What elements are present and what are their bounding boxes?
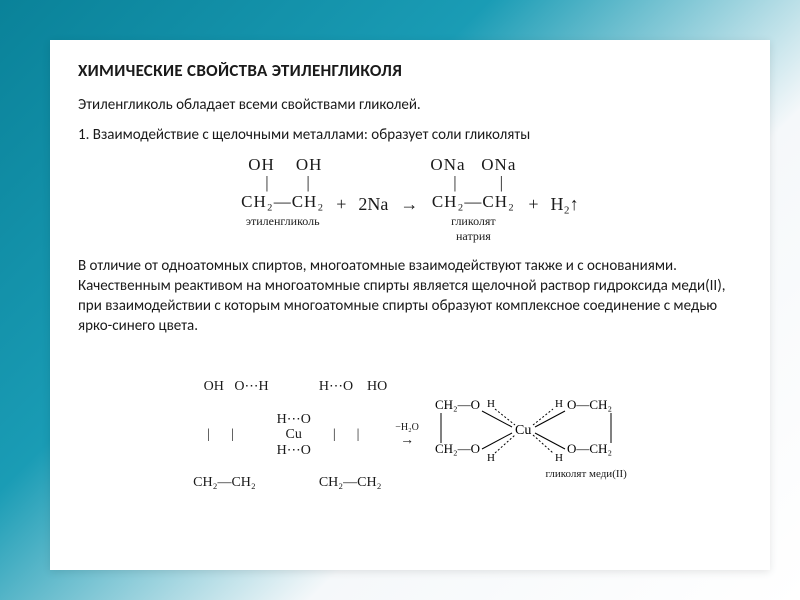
reagent-na: 2Na — [358, 184, 388, 215]
mol-line: ONa ONa — [430, 156, 516, 175]
mol-line: CH₂—CH₂ — [241, 193, 324, 212]
intro-text: Этиленгликоль обладает всеми свойствами … — [78, 95, 742, 115]
svg-text:CH₂—O: CH₂—O — [435, 397, 480, 412]
arrow-icon: → — [400, 184, 418, 215]
svg-text:CH₂—O: CH₂—O — [435, 441, 480, 456]
point-1: 1. Взаимодействие с щелочными металлами:… — [78, 125, 742, 145]
mol-line: | | — [241, 174, 324, 193]
mol-line: H⋯O — [277, 443, 311, 458]
svg-text:O—CH₂: O—CH₂ — [567, 397, 612, 412]
product-glycolate: ONa ONa | | CH₂—CH₂ гликолят натрия — [430, 156, 516, 244]
complex-structure-icon: CH₂—O CH₂—O H H Cu H H O—CH₂ — [427, 391, 627, 466]
svg-text:H: H — [555, 398, 563, 410]
mol-line: | | — [430, 174, 516, 193]
slide-content: ХИМИЧЕСКИЕ СВОЙСТВА ЭТИЛЕНГЛИКОЛЯ Этилен… — [50, 40, 770, 570]
plus-sign: + — [336, 184, 346, 215]
svg-text:O—CH₂: O—CH₂ — [567, 441, 612, 456]
eg-right: H⋯O HO | | CH₂—CH₂ — [319, 347, 387, 524]
svg-text:H: H — [487, 452, 495, 464]
complex-label: гликолят меди(II) — [427, 468, 627, 480]
product-h2: H₂↑ — [551, 184, 579, 215]
mol-line: CH₂—CH₂ — [430, 193, 516, 212]
arrow-icon: → — [395, 433, 419, 449]
mol-line: OH OH — [241, 156, 324, 175]
plus-sign: + — [528, 184, 538, 215]
mol-line: | | — [319, 427, 387, 443]
slide-title: ХИМИЧЕСКИЕ СВОЙСТВА ЭТИЛЕНГЛИКОЛЯ — [78, 60, 742, 81]
body-paragraph-2: В отличие от одноатомных спиртов, многоа… — [78, 256, 742, 337]
arrow-cond: −H₂O → — [395, 422, 419, 449]
mol-line: OH O⋯H — [193, 379, 268, 395]
mol-line: CH₂—CH₂ — [193, 475, 268, 491]
reactant-ethylene-glycol: OH OH | | CH₂—CH₂ этиленгликоль — [241, 156, 324, 229]
mol-line: H⋯O — [277, 412, 311, 427]
svg-text:Cu: Cu — [515, 423, 531, 438]
svg-text:H: H — [555, 452, 563, 464]
cu-hydroxide: H⋯O Cu H⋯O — [277, 412, 311, 458]
mol-line: H⋯O HO — [319, 379, 387, 395]
reaction-1: OH OH | | CH₂—CH₂ этиленгликоль + 2Na → … — [78, 156, 742, 244]
mol-label: этиленгликоль — [241, 214, 324, 229]
eg-left: OH O⋯H | | CH₂—CH₂ — [193, 347, 268, 524]
mol-line: Cu — [277, 427, 311, 442]
svg-text:H: H — [487, 398, 495, 410]
copper-complex: CH₂—O CH₂—O H H Cu H H O—CH₂ — [427, 391, 627, 480]
reaction-2: OH O⋯H | | CH₂—CH₂ H⋯O Cu H⋯O H⋯O HO | |… — [78, 347, 742, 524]
mol-line: CH₂—CH₂ — [319, 475, 387, 491]
mol-label: гликолят натрия — [430, 214, 516, 244]
mol-line: | | — [193, 427, 268, 443]
condition: −H₂O — [395, 422, 419, 433]
